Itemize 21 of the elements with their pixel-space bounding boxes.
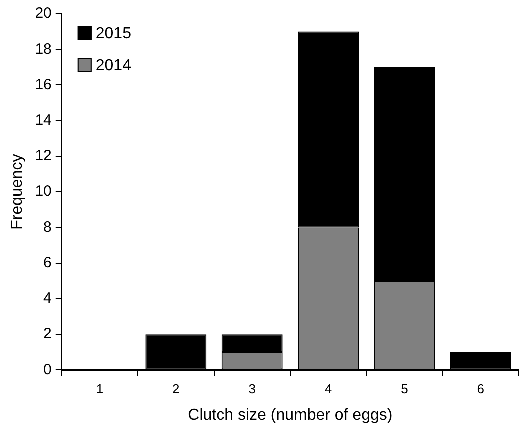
legend-label: 2014 [96, 57, 132, 74]
y-tick-label: 10 [35, 183, 52, 200]
y-tick-label: 12 [35, 148, 52, 165]
y-tick-label: 6 [44, 254, 52, 272]
y-tick-label: 0 [44, 361, 52, 378]
x-axis-title: Clutch size (number of eggs) [188, 406, 393, 424]
y-tick-label: 14 [35, 112, 52, 129]
y-tick-label: 20 [35, 5, 52, 22]
y-tick-label: 16 [35, 76, 52, 94]
x-tick-label: 6 [477, 382, 485, 397]
y-tick-label: 18 [35, 40, 52, 58]
x-tick-label: 4 [324, 382, 332, 397]
y-tick-label: 8 [44, 218, 52, 236]
x-tick-label: 1 [96, 382, 104, 397]
y-tick-label: 4 [44, 290, 52, 308]
x-tick-label: 2 [172, 382, 180, 397]
y-tick-label: 2 [44, 326, 52, 343]
x-tick-label: 3 [248, 382, 256, 397]
y-axis-title: Frequency [9, 154, 26, 230]
x-tick-label: 5 [401, 382, 408, 397]
legend-label: 2015 [96, 25, 132, 42]
